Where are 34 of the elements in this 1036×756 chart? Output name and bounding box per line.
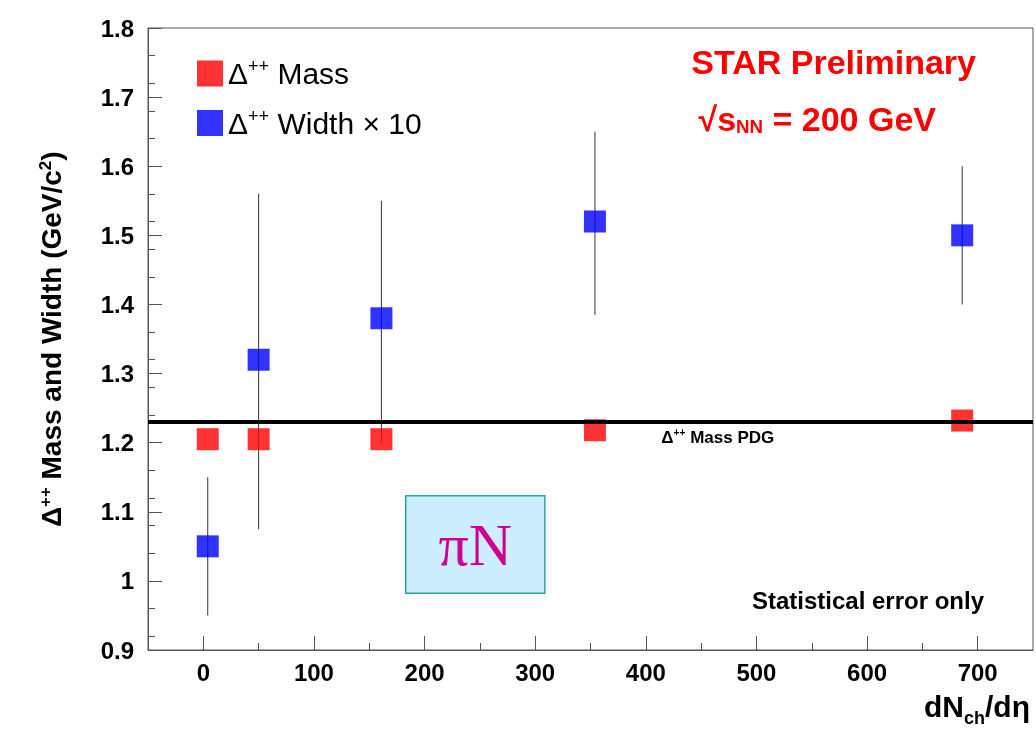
point xyxy=(196,428,219,451)
legend-label: Δ++ Width × 10 xyxy=(228,105,422,140)
annotation: √sNN = 200 GeV xyxy=(698,100,937,138)
point xyxy=(583,210,606,233)
x-axis-title: dN$_{ch}$/dη xyxy=(923,690,1030,729)
y-tick-label: 1.6 xyxy=(100,152,134,180)
point xyxy=(370,428,393,451)
x-tick-label: 200 xyxy=(404,658,445,686)
point xyxy=(247,348,270,371)
y-tick-label: 1 xyxy=(120,567,134,595)
y-tick-label: 1.5 xyxy=(100,221,134,249)
ref-line-label: Δ$^{++}$ Mass PDG xyxy=(661,426,775,448)
x-tick-label: 700 xyxy=(957,658,998,686)
annotation: Statistical error only xyxy=(751,586,985,614)
x-tick-label: 600 xyxy=(847,658,888,686)
y-tick-label: 1.4 xyxy=(100,290,135,318)
y-tick-label: 0.9 xyxy=(100,636,134,664)
point xyxy=(196,535,219,558)
point xyxy=(247,428,270,451)
y-tick-label: 1.8 xyxy=(100,14,134,42)
y-tick-label: 1.2 xyxy=(100,429,134,457)
point xyxy=(370,307,393,330)
legend-label: Δ++ Mass xyxy=(228,56,350,90)
annotation: STAR Preliminary xyxy=(691,43,977,81)
annotation: πN xyxy=(438,511,513,578)
point xyxy=(951,224,974,247)
y-tick-label: 1.1 xyxy=(100,498,134,526)
x-tick-label: 300 xyxy=(515,658,556,686)
x-tick-label: 500 xyxy=(736,658,777,686)
y-tick-label: 1.3 xyxy=(100,360,134,388)
x-tick-label: 0 xyxy=(196,658,210,686)
y-tick-label: 1.7 xyxy=(100,83,134,111)
x-tick-label: 400 xyxy=(625,658,666,686)
x-tick-label: 100 xyxy=(293,658,334,686)
